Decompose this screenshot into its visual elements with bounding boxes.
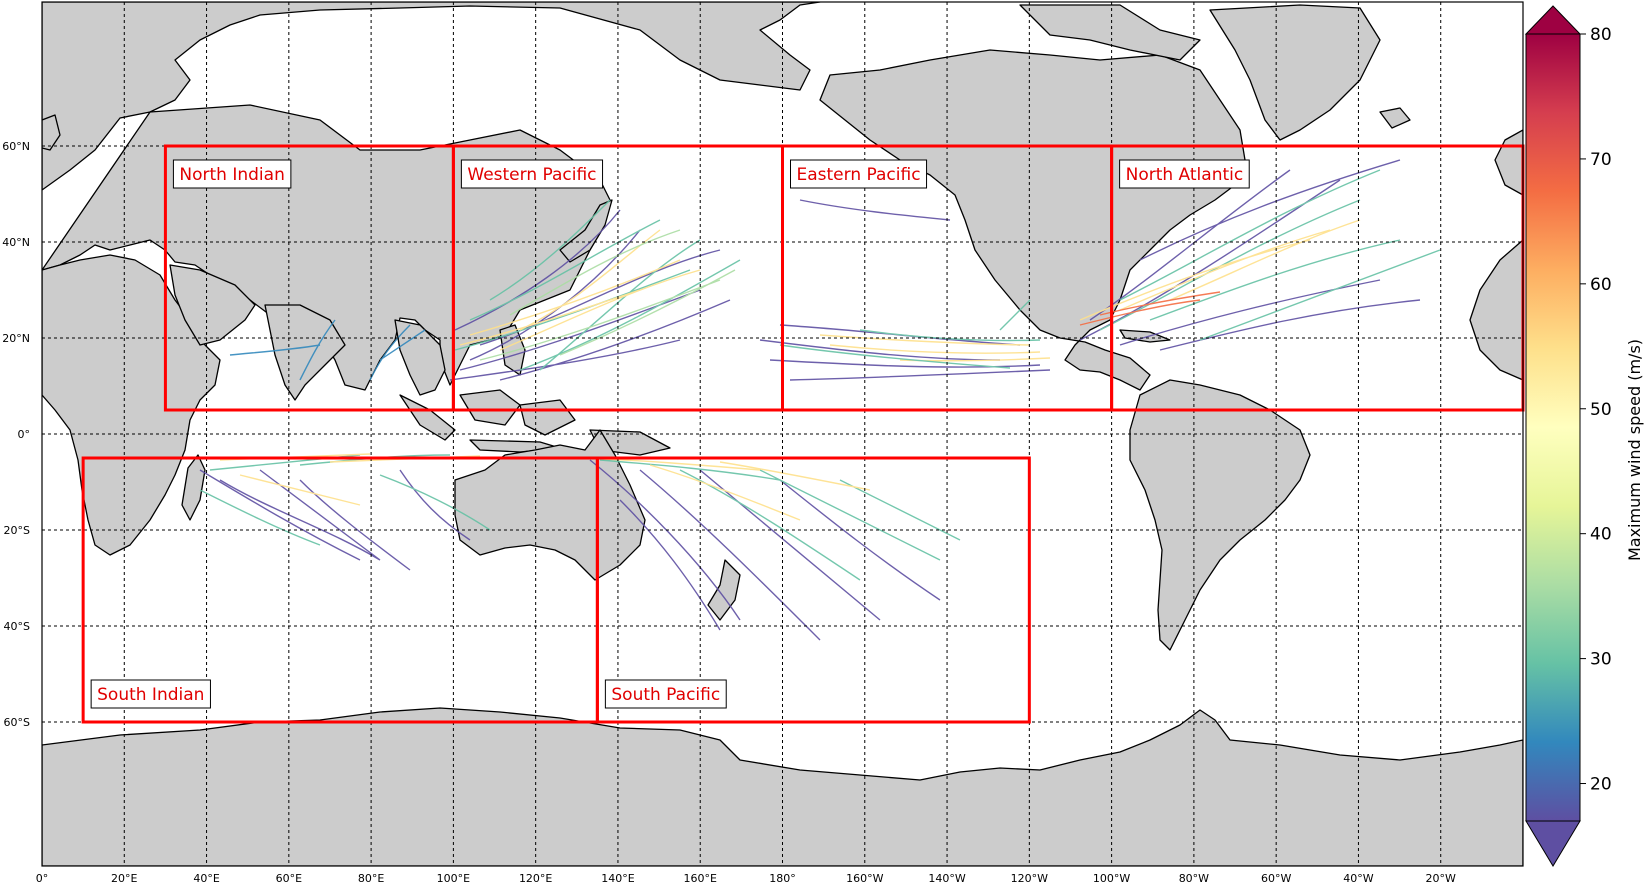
colorbar-tick-label: 50 — [1590, 400, 1612, 420]
x-tick-label: 180° — [769, 872, 796, 885]
region-label-box — [460, 159, 604, 189]
region-label: North Indian — [179, 165, 284, 185]
x-tick-label: 20°E — [111, 872, 137, 885]
colorbar-ticks: 20 30 40 50 60 70 80 — [1580, 25, 1612, 795]
track-band-north-atlantic — [1079, 159, 1421, 351]
x-tick-label: 160°W — [846, 872, 883, 885]
track-band-western-pacific-2 — [454, 199, 741, 371]
madagascar-land — [181, 454, 206, 521]
x-tick-label: 60°W — [1261, 872, 1291, 885]
colorbar-tick-label: 30 — [1590, 650, 1612, 670]
region-label-box — [790, 159, 928, 189]
colorbar-tick-label: 40 — [1590, 525, 1612, 545]
track-band-south-pacific-2 — [599, 459, 961, 581]
new-zealand-land — [707, 559, 741, 621]
y-tick-labels: 60°N 40°N 20°N 0° 20°S 40°S 60°S — [2, 140, 30, 729]
colorbar-extend-top — [1524, 5, 1582, 35]
x-tick-labels: 0° 20°E 40°E 60°E 80°E 100°E 120°E 140°E 160°E 18… — [36, 872, 1456, 885]
y-tick-label: 0° — [18, 428, 31, 441]
y-tick-label: 60°S — [4, 716, 30, 729]
colorbar-tick-label: 70 — [1590, 150, 1612, 170]
x-tick-label: 80°E — [358, 872, 384, 885]
colorbar-gradient — [1525, 33, 1581, 822]
indochina-land — [394, 319, 446, 396]
x-tick-label: 40°W — [1343, 872, 1373, 885]
region-label-box — [1119, 159, 1250, 189]
region-label-box — [172, 159, 292, 189]
colorbar: 20 30 40 50 60 70 80 Maximum wind speed (m/s) — [1524, 5, 1644, 867]
colorbar-tick-label: 20 — [1590, 775, 1612, 795]
x-tick-label: 160°E — [683, 872, 716, 885]
track-band-north-atlantic-4 — [1079, 291, 1221, 326]
region-label: South Indian — [97, 685, 204, 705]
x-tick-label: 0° — [36, 872, 49, 885]
canadian-archipelago-land — [1019, 4, 1201, 61]
colorbar-extend-bottom — [1525, 820, 1581, 867]
track-band-north-indian — [229, 319, 426, 381]
north-america-land — [819, 49, 1246, 391]
africa-land — [42, 254, 221, 556]
track-band-eastern-pacific-3 — [779, 299, 1041, 369]
region-label-box — [604, 679, 727, 709]
cuba-land — [1119, 329, 1171, 343]
y-tick-label: 20°N — [2, 332, 30, 345]
region-boxes: North Indian Western Pacific Eastern Pacif… — [81, 144, 1525, 724]
colorbar-tick-label: 60 — [1590, 275, 1612, 295]
eurasia-land — [42, 2, 821, 191]
track-band-south-pacific — [589, 459, 941, 641]
india-land — [264, 304, 346, 401]
y-tick-label: 40°N — [2, 236, 30, 249]
west-africa-edge-land — [1469, 239, 1523, 381]
x-tick-label: 80°W — [1179, 872, 1209, 885]
region-label: Western Pacific — [467, 165, 596, 185]
region-label: Eastern Pacific — [797, 165, 921, 185]
japan-land — [559, 199, 613, 263]
x-tick-label: 140°W — [928, 872, 965, 885]
x-tick-label: 20°W — [1426, 872, 1456, 885]
y-tick-label: 40°S — [4, 620, 30, 633]
y-tick-label: 20°S — [4, 524, 30, 537]
x-tick-label: 140°E — [601, 872, 634, 885]
region-box — [595, 456, 1031, 724]
track-band-western-pacific-4 — [479, 229, 736, 361]
map-frame — [41, 1, 1524, 867]
x-tick-label: 120°E — [519, 872, 552, 885]
region-label-box — [90, 679, 211, 709]
x-tick-label: 60°E — [276, 872, 302, 885]
colorbar-tick-label: 80 — [1590, 25, 1612, 45]
x-tick-label: 120°W — [1011, 872, 1048, 885]
track-band-south-indian — [199, 469, 471, 571]
antarctica-land — [42, 707, 1523, 866]
uk-land — [42, 114, 61, 151]
colorbar-title: Maximum wind speed (m/s) — [1625, 339, 1644, 561]
x-tick-label: 40°E — [193, 872, 219, 885]
iceland-land — [1379, 107, 1411, 129]
greenland-land — [1209, 4, 1381, 141]
region-south-pacific: South Pacific — [595, 456, 1031, 724]
region-label: North Atlantic — [1126, 165, 1244, 185]
arabia-land — [169, 264, 256, 346]
region-label: South Pacific — [611, 685, 720, 705]
track-band-western-pacific-3 — [459, 229, 701, 351]
region-eastern-pacific: Eastern Pacific — [781, 144, 1114, 412]
x-tick-label: 100°E — [437, 872, 470, 885]
track-band-north-atlantic-3 — [1079, 219, 1361, 321]
south-america-land — [1129, 379, 1311, 651]
y-tick-label: 60°N — [2, 140, 30, 153]
x-tick-label: 100°W — [1093, 872, 1130, 885]
